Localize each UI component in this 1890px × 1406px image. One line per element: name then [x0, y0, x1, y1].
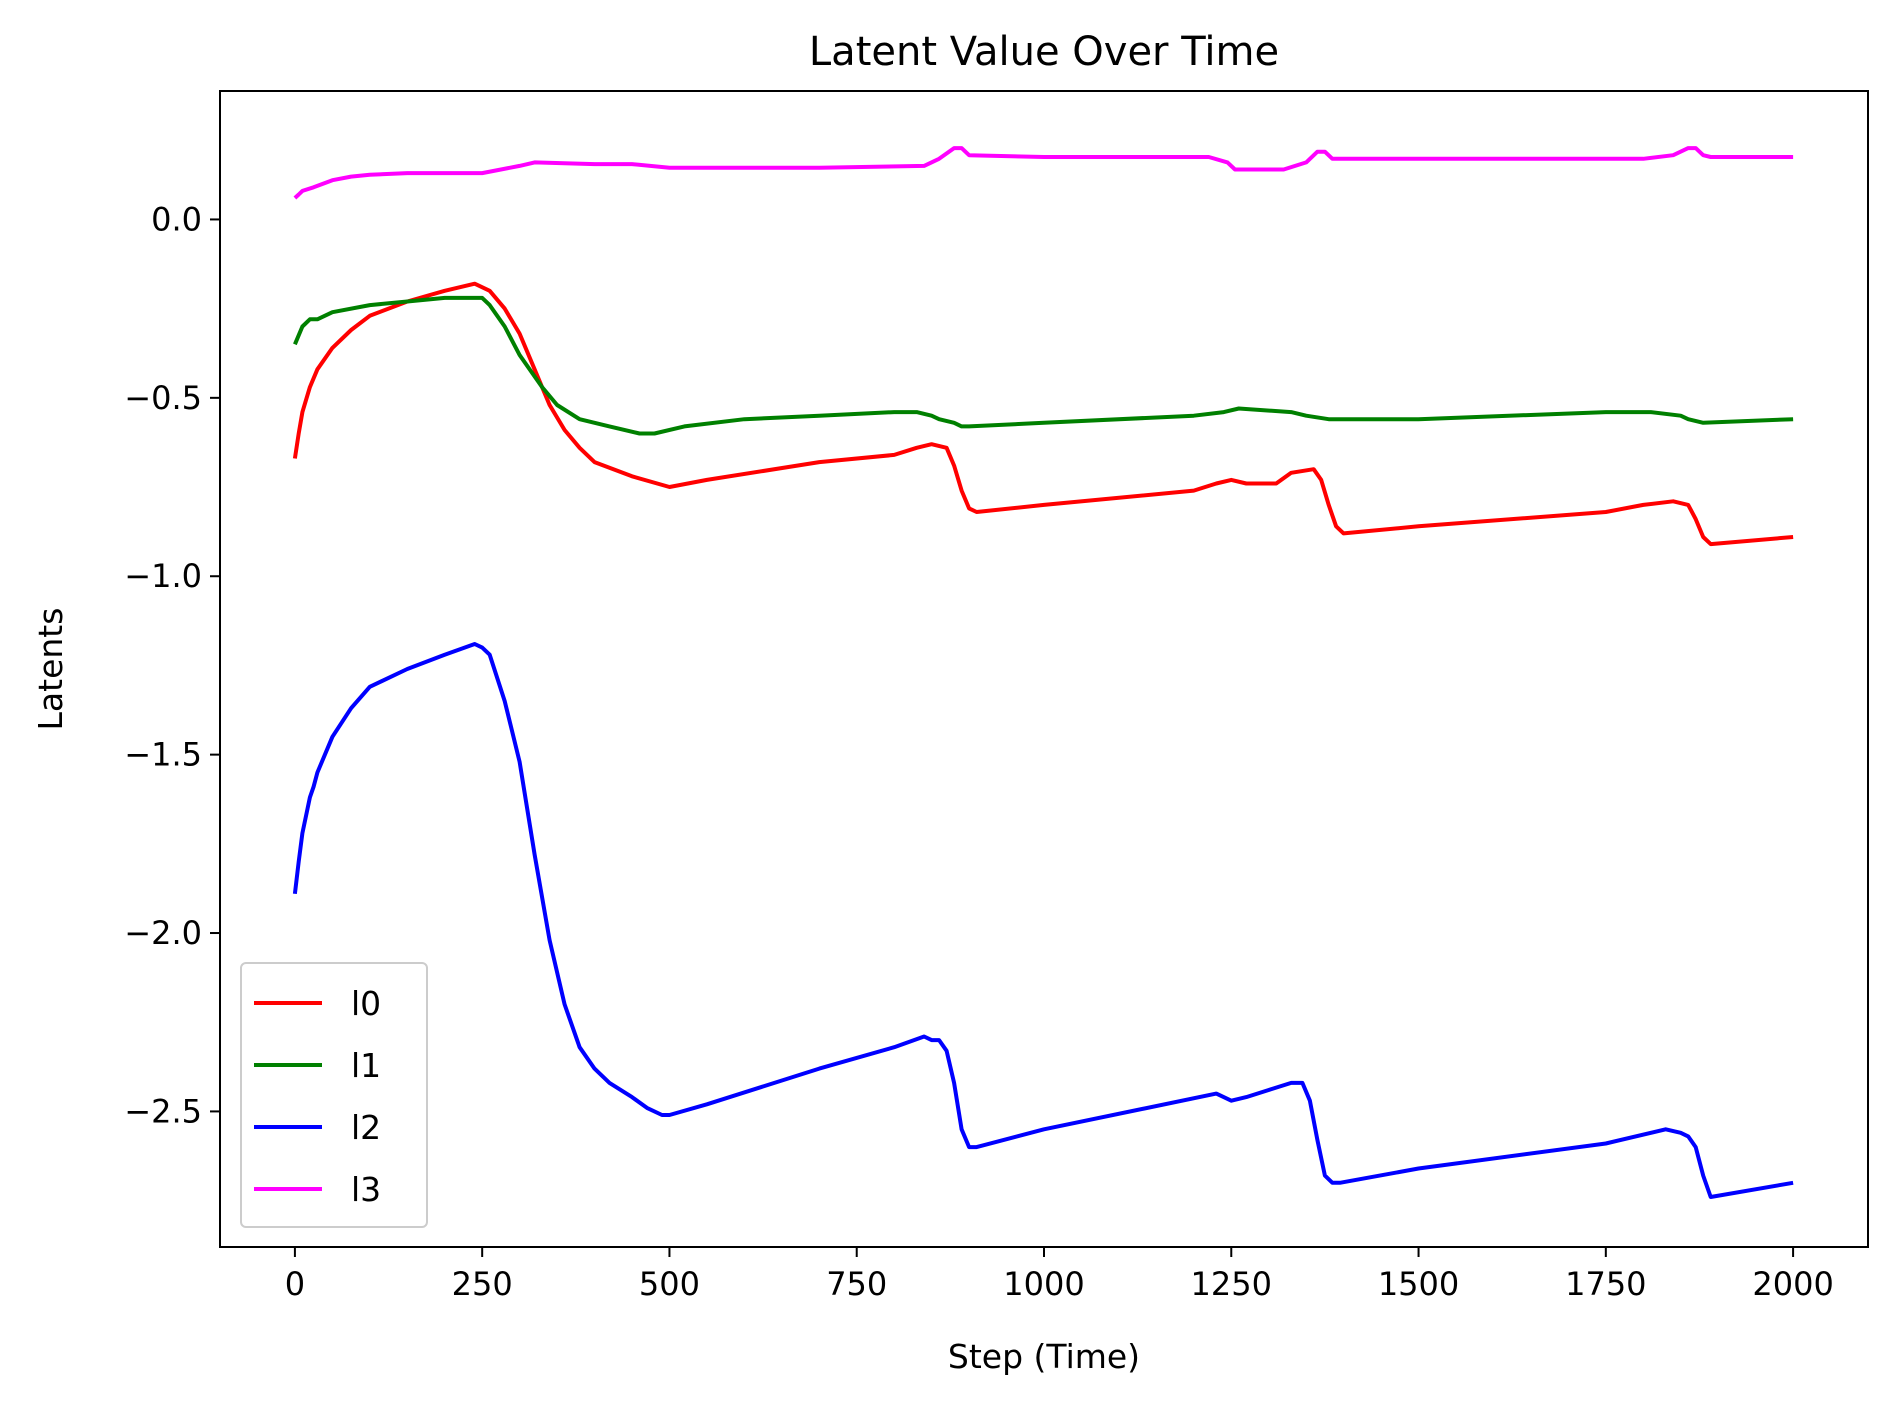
x-tick-label: 0	[285, 1265, 305, 1303]
legend: l0 l1 l2 l3	[240, 962, 428, 1228]
y-tick-label: −2.5	[124, 1092, 202, 1130]
y-tick-label: −1.5	[124, 736, 202, 774]
x-tick-label: 1750	[1565, 1265, 1646, 1303]
x-axis: 0 250 500 750 1000 1250 1500 1750 2000	[285, 1247, 1834, 1303]
y-axis: 0.0 −0.5 −1.0 −1.5 −2.0 −2.5	[124, 200, 220, 1130]
y-tick-label: 0.0	[151, 200, 202, 238]
legend-label-l2: l2	[351, 1108, 381, 1147]
x-tick-label: 1250	[1191, 1265, 1272, 1303]
x-tick-label: 750	[826, 1265, 887, 1303]
x-tick-label: 1000	[1003, 1265, 1084, 1303]
legend-box	[240, 962, 428, 1228]
legend-label-l3: l3	[351, 1170, 381, 1209]
series-line-l0	[292, 281, 1794, 547]
series-line-l3	[293, 146, 1794, 200]
y-axis-label: Latents	[31, 608, 70, 731]
legend-label-l0: l0	[351, 984, 381, 1023]
x-tick-label: 250	[452, 1265, 513, 1303]
y-tick-label: −2.0	[124, 914, 202, 952]
legend-label-l1: l1	[351, 1046, 381, 1085]
x-tick-label: 500	[639, 1265, 700, 1303]
y-tick-label: −1.0	[124, 557, 202, 595]
series-line-l2	[292, 642, 1794, 1199]
series-layer	[292, 146, 1794, 1199]
x-axis-label: Step (Time)	[948, 1337, 1140, 1376]
y-tick-label: −0.5	[124, 379, 202, 417]
x-tick-label: 2000	[1752, 1265, 1833, 1303]
chart-title: Latent Value Over Time	[809, 29, 1279, 75]
series-line-l1	[293, 295, 1794, 436]
x-tick-label: 1500	[1378, 1265, 1459, 1303]
